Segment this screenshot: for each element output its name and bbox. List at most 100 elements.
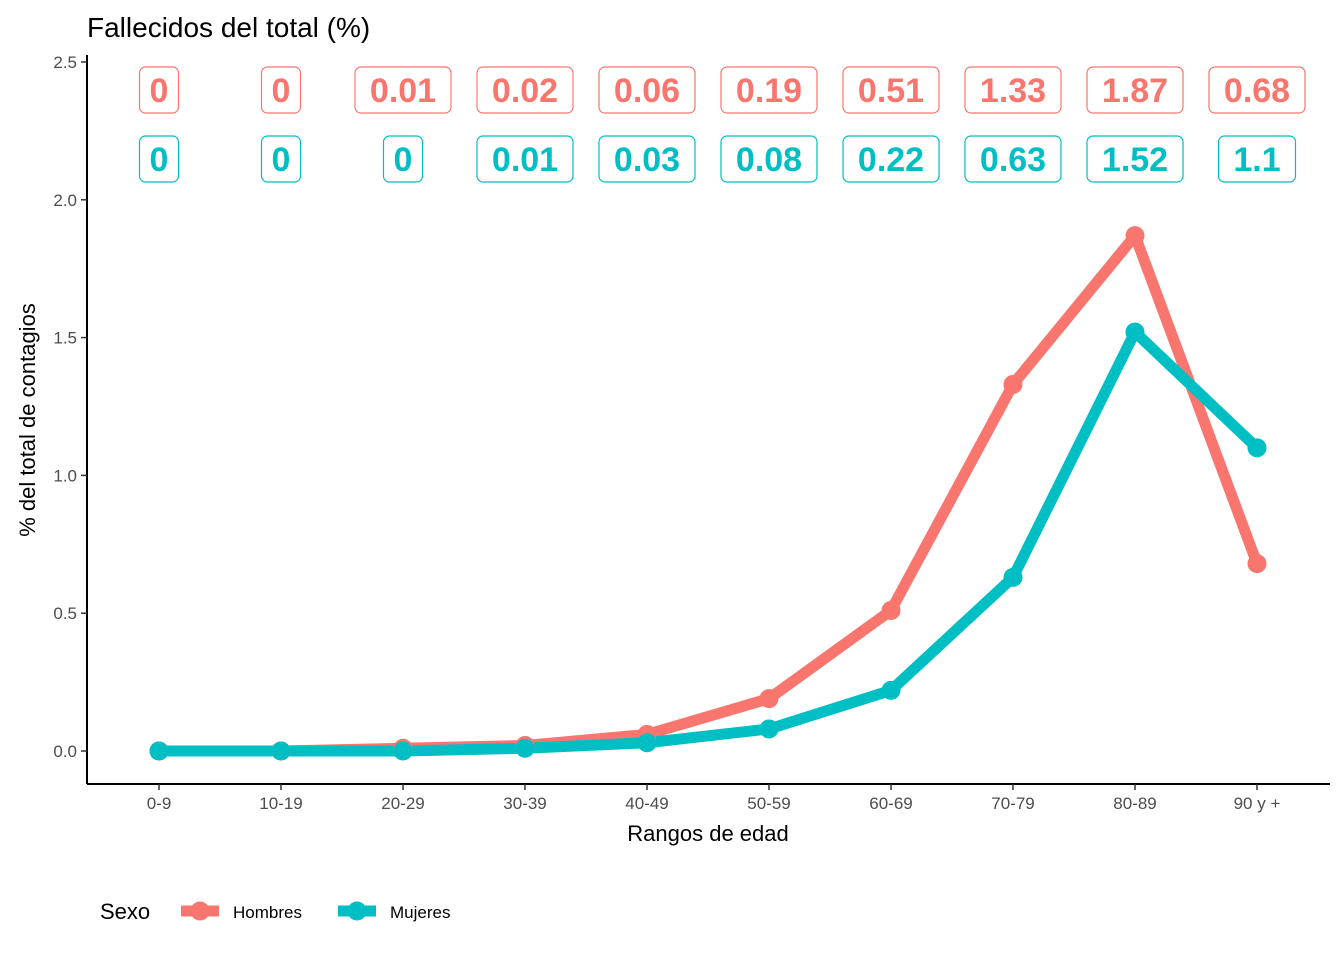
data-label-text: 0	[394, 141, 413, 179]
data-label-text: 0	[150, 141, 169, 179]
data-point-mujeres	[149, 741, 169, 761]
x-tick-label: 70-79	[991, 794, 1034, 813]
data-label-box	[260, 66, 302, 114]
data-label-mujeres: 1.52	[1086, 135, 1184, 183]
data-label-mujeres: 1.1	[1217, 135, 1297, 183]
data-label-box	[1086, 135, 1184, 183]
y-tick-label: 2.0	[53, 191, 77, 210]
data-label-text: 0.63	[980, 141, 1046, 179]
data-label-box	[138, 135, 180, 183]
data-label-box	[1217, 135, 1297, 183]
data-point-mujeres	[1247, 438, 1267, 458]
data-label-hombres: 0.06	[598, 66, 696, 114]
y-tick-label: 1.0	[53, 466, 77, 485]
data-label-mujeres: 0	[382, 135, 424, 183]
data-label-hombres: 0	[138, 66, 180, 114]
data-label-hombres: 0.19	[720, 66, 818, 114]
y-tick-label: 0.0	[53, 742, 77, 761]
data-label-box	[720, 135, 818, 183]
legend-key-point	[190, 901, 210, 921]
x-tick-label: 50-59	[747, 794, 790, 813]
chart-title: Fallecidos del total (%)	[87, 12, 370, 43]
data-label-mujeres: 0.01	[476, 135, 574, 183]
y-tick-label: 1.5	[53, 329, 77, 348]
data-label-hombres: 0	[260, 66, 302, 114]
data-point-mujeres	[393, 741, 413, 761]
data-label-box	[382, 135, 424, 183]
axes: 0.0 0.5 1.0 1.5 2.0 2.5 0-9 10-19 20-29 30-39 40-4…	[53, 53, 1330, 813]
x-tick-label: 90 y +	[1234, 794, 1281, 813]
data-labels: 0 0 0.01 0.02 0.06 0.19 0.51 1.33 1.87 0.68 0 0 0 0.0…	[138, 66, 1306, 183]
data-label-box	[1086, 66, 1184, 114]
legend-item-hombres: Hombres	[181, 901, 302, 922]
data-point-mujeres	[515, 738, 535, 758]
legend-item-mujeres: Mujeres	[338, 901, 450, 922]
x-tick-label: 10-19	[259, 794, 302, 813]
data-label-text: 0.19	[736, 72, 802, 110]
data-label-mujeres: 0	[138, 135, 180, 183]
y-tick-label: 2.5	[53, 53, 77, 72]
series-lines	[159, 230, 1263, 757]
data-label-mujeres: 0.22	[842, 135, 940, 183]
data-label-box	[1208, 66, 1306, 114]
x-tick-label: 20-29	[381, 794, 424, 813]
data-label-text: 0.08	[736, 141, 802, 179]
data-label-box	[598, 135, 696, 183]
data-label-box	[138, 66, 180, 114]
legend-label: Hombres	[233, 903, 302, 922]
data-label-box	[842, 66, 940, 114]
x-tick-label: 60-69	[869, 794, 912, 813]
x-tick-label: 40-49	[625, 794, 668, 813]
data-label-hombres: 1.87	[1086, 66, 1184, 114]
data-label-mujeres: 0.63	[964, 135, 1062, 183]
data-label-box	[476, 135, 574, 183]
data-label-text: 0	[272, 72, 291, 110]
data-label-text: 0	[272, 141, 291, 179]
data-label-box	[842, 135, 940, 183]
data-label-hombres: 0.51	[842, 66, 940, 114]
data-label-box	[598, 66, 696, 114]
data-point-hombres	[759, 689, 779, 709]
x-tick-label: 80-89	[1113, 794, 1156, 813]
data-point-mujeres	[1003, 567, 1023, 587]
data-label-text: 0.68	[1224, 72, 1290, 110]
data-label-text: 1.1	[1233, 141, 1280, 179]
data-label-hombres: 1.33	[964, 66, 1062, 114]
data-point-hombres	[1003, 374, 1023, 394]
legend: Sexo Hombres Mujeres	[100, 899, 450, 924]
series-points	[149, 226, 1267, 761]
data-point-mujeres	[881, 680, 901, 700]
y-tick-label: 0.5	[53, 604, 77, 623]
data-label-text: 0.51	[858, 72, 924, 110]
data-label-text: 0.01	[492, 141, 558, 179]
data-label-hombres: 0.68	[1208, 66, 1306, 114]
data-label-text: 0	[150, 72, 169, 110]
data-label-text: 1.87	[1102, 72, 1168, 110]
data-label-text: 1.33	[980, 72, 1046, 110]
x-tick-label: 0-9	[147, 794, 172, 813]
x-tick-label: 30-39	[503, 794, 546, 813]
data-label-box	[720, 66, 818, 114]
legend-items: Hombres Mujeres	[181, 901, 450, 922]
data-label-box	[476, 66, 574, 114]
data-label-text: 0.06	[614, 72, 680, 110]
x-axis-title: Rangos de edad	[627, 821, 788, 846]
legend-label: Mujeres	[390, 903, 450, 922]
data-label-mujeres: 0.03	[598, 135, 696, 183]
data-label-text: 0.01	[370, 72, 436, 110]
data-label-text: 0.03	[614, 141, 680, 179]
legend-title: Sexo	[100, 899, 150, 924]
data-label-text: 0.22	[858, 141, 924, 179]
data-point-hombres	[1125, 226, 1145, 246]
data-label-box	[964, 135, 1062, 183]
data-label-hombres: 0.01	[354, 66, 452, 114]
data-point-mujeres	[1125, 322, 1145, 342]
series-line-hombres	[159, 230, 1263, 757]
legend-key-point	[347, 901, 367, 921]
data-label-box	[964, 66, 1062, 114]
data-label-mujeres: 0.08	[720, 135, 818, 183]
data-label-text: 1.52	[1102, 141, 1168, 179]
data-point-mujeres	[759, 719, 779, 739]
data-point-mujeres	[271, 741, 291, 761]
